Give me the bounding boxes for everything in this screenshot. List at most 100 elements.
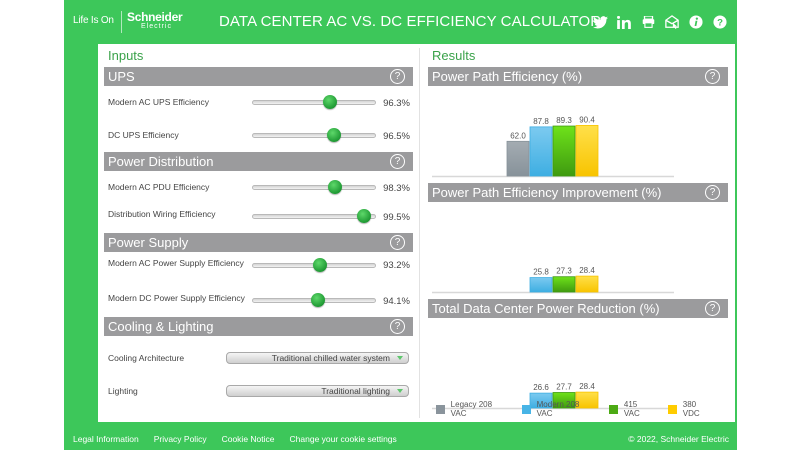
slider-handle[interactable] (322, 95, 337, 109)
slider-value: 94.1% (383, 296, 410, 307)
slider-label: DC UPS Efficiency (108, 130, 179, 140)
slider-row: Modern AC PDU Efficiency 98.3% (104, 171, 413, 200)
privacy-policy-link[interactable]: Privacy Policy (153, 434, 207, 444)
distribution-wiring-slider[interactable] (252, 209, 376, 223)
page-title: DATA CENTER AC VS. DC EFFICIENCY CALCULA… (219, 13, 602, 30)
inputs-column: Inputs UPS ? Modern AC UPS Efficiency 96… (104, 44, 413, 408)
slider-value: 96.3% (383, 98, 410, 109)
footer-links: Legal Information Privacy Policy Cookie … (73, 434, 412, 444)
copyright: © 2022, Schneider Electric (628, 434, 729, 444)
chevron-down-icon (397, 356, 403, 360)
help-icon[interactable]: ? (390, 235, 405, 250)
legend-item: 415 VAC (609, 400, 654, 418)
data-label: 28.4 (579, 382, 595, 391)
cookie-settings-link[interactable]: Change your cookie settings (289, 434, 397, 444)
section-title: Power Distribution (108, 154, 214, 169)
slider-handle[interactable] (357, 209, 372, 223)
slider-handle[interactable] (313, 258, 328, 272)
email-icon[interactable] (660, 13, 684, 31)
brand-divider (121, 11, 122, 33)
brand-subname: Electric (141, 23, 172, 30)
brand-name: Schneider (127, 10, 183, 24)
slider-row: Distribution Wiring Efficiency 99.5% (104, 200, 413, 233)
legend-label: 415 VAC (623, 400, 640, 418)
legend-swatch (668, 404, 677, 414)
legend-label: Legacy 208 VAC (450, 400, 493, 418)
chevron-down-icon (397, 389, 403, 393)
help-icon[interactable]: ? (390, 319, 405, 334)
data-label: 62.0 (510, 131, 526, 140)
svg-text:?: ? (717, 18, 723, 29)
bar-380-vdc (575, 391, 599, 409)
modern-ac-ups-slider[interactable] (252, 95, 376, 109)
column-divider (419, 48, 420, 418)
slider-label: Modern DC Power Supply Efficiency (108, 293, 245, 303)
slider-handle[interactable] (327, 180, 342, 194)
modern-dc-psu-slider[interactable] (252, 293, 376, 307)
linkedin-icon[interactable] (612, 13, 636, 31)
inputs-title: Inputs (108, 48, 144, 63)
selected-value: Traditional lighting (321, 386, 390, 396)
lighting-select[interactable]: Traditional lighting (226, 385, 409, 397)
bar-legacy-208-vac (506, 140, 530, 177)
select-row: Lighting Traditional lighting (104, 375, 413, 408)
chart-efficiency-improvement: 25.8 27.3 28.4 (428, 202, 728, 299)
results-column: Results Power Path Efficiency (%) ? 62.0… (428, 44, 728, 418)
slider-handle[interactable] (310, 293, 325, 307)
help-icon[interactable]: ? (390, 69, 405, 84)
slider-value: 96.5% (383, 131, 410, 142)
chart-header-efficiency-improvement: Power Path Efficiency Improvement (%) ? (428, 183, 728, 202)
bar-415-vac (552, 276, 576, 293)
help-icon[interactable]: ? (705, 185, 720, 200)
slider-label: Modern AC Power Supply Efficiency (108, 258, 244, 268)
header: Life Is On Schneider Electric DATA CENTE… (64, 0, 737, 44)
slider-row: DC UPS Efficiency 96.5% (104, 119, 413, 152)
section-power-distribution: Power Distribution ? (104, 152, 413, 171)
results-title: Results (432, 48, 476, 63)
cookie-notice-link[interactable]: Cookie Notice (221, 434, 275, 444)
chart-title: Power Path Efficiency (%) (432, 69, 583, 84)
legend-item: Legacy 208 VAC (436, 400, 508, 418)
bar-modern-208-vac (529, 277, 553, 293)
bar-modern-208-vac (529, 392, 553, 409)
slider-label: Modern AC UPS Efficiency (108, 97, 209, 107)
cooling-architecture-select[interactable]: Traditional chilled water system (226, 352, 409, 364)
bar-380-vdc (575, 275, 599, 293)
help-icon[interactable]: ? (705, 301, 720, 316)
legend-label: 380 VDC (682, 400, 700, 418)
data-label: 89.3 (556, 116, 572, 125)
modern-ac-psu-slider[interactable] (252, 258, 376, 272)
section-cooling-lighting: Cooling & Lighting ? (104, 317, 413, 336)
modern-ac-pdu-slider[interactable] (252, 180, 376, 194)
bar-chart: 62.0 87.8 89.3 90.4 (432, 115, 674, 178)
bar-chart: 26.6 27.7 28.4 (432, 382, 674, 410)
legal-information-link[interactable]: Legal Information (73, 434, 139, 444)
help-icon[interactable]: ? (390, 154, 405, 169)
chart-power-path-efficiency: 62.0 87.8 89.3 90.4 (428, 86, 728, 183)
selected-value: Traditional chilled water system (271, 353, 390, 363)
slider-value: 99.5% (383, 212, 410, 223)
info-icon[interactable] (684, 13, 708, 31)
print-icon[interactable] (636, 13, 660, 31)
data-label: 87.8 (533, 117, 549, 126)
section-power-supply: Power Supply ? (104, 233, 413, 252)
bar-415-vac (552, 125, 576, 177)
select-row: Cooling Architecture Traditional chilled… (104, 342, 413, 375)
bar-modern-208-vac (529, 126, 553, 177)
bar-415-vac (552, 392, 576, 409)
help-icon[interactable]: ? (708, 13, 732, 31)
schneider-logo[interactable]: Schneider Electric (127, 10, 183, 31)
help-icon[interactable]: ? (705, 69, 720, 84)
bar-chart: 25.8 27.3 28.4 (432, 266, 674, 294)
app-frame: Life Is On Schneider Electric DATA CENTE… (64, 0, 737, 450)
slider-handle[interactable] (326, 128, 341, 142)
twitter-icon[interactable] (588, 13, 612, 31)
select-label: Lighting (108, 386, 138, 396)
chart-title: Power Path Efficiency Improvement (%) (432, 185, 662, 200)
legend-label: Modern 208 VAC (536, 400, 580, 418)
data-label: 27.7 (556, 383, 572, 392)
legend-swatch (609, 404, 618, 414)
chart-header-power-reduction: Total Data Center Power Reduction (%) ? (428, 299, 728, 318)
dc-ups-slider[interactable] (252, 128, 376, 142)
bar-380-vdc (575, 125, 599, 177)
